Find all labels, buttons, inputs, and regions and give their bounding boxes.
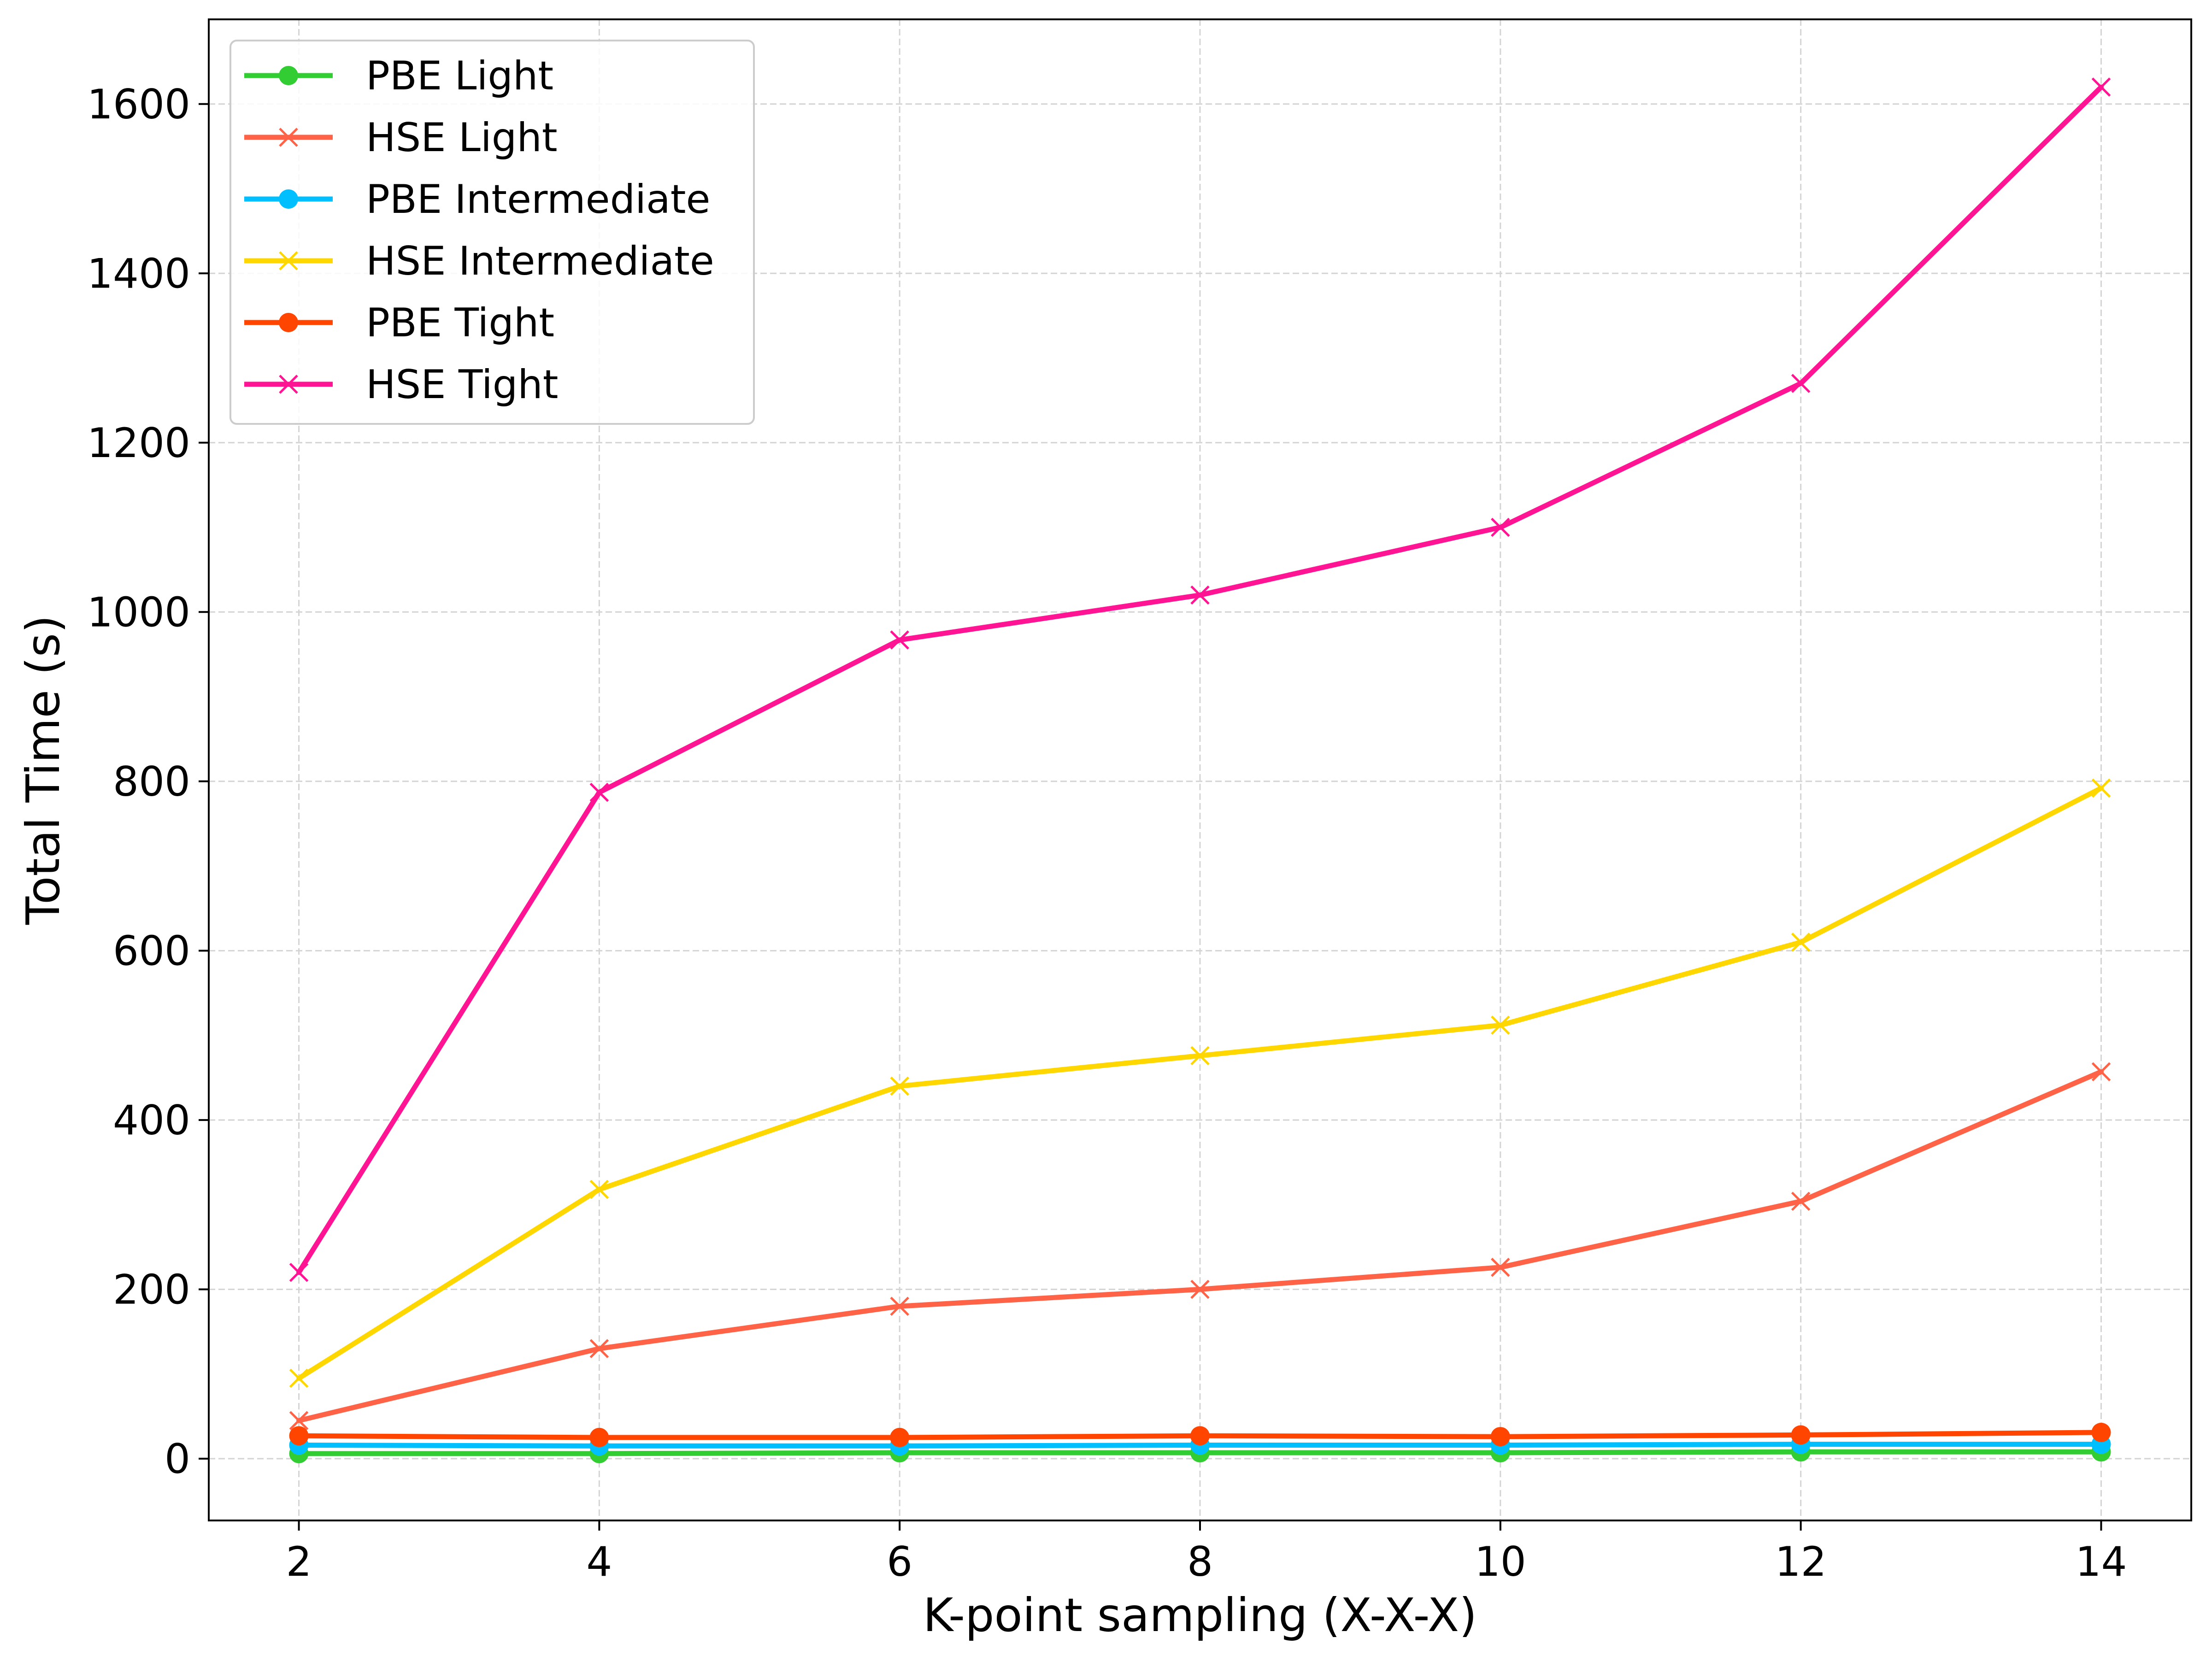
legend-label: PBE Tight — [366, 300, 554, 346]
legend-swatch-marker — [279, 66, 298, 85]
series-hse-light — [289, 1062, 2111, 1430]
data-point-marker — [1791, 1191, 1811, 1211]
legend-swatch-marker — [279, 189, 298, 209]
y-tick-label: 1400 — [87, 250, 190, 297]
data-point-marker — [589, 782, 609, 802]
legend-swatch-marker — [279, 313, 298, 332]
data-point-marker — [1791, 1425, 1811, 1445]
x-axis-title: K-point sampling (X-X-X) — [923, 1588, 1477, 1642]
data-point-marker — [2091, 1422, 2111, 1442]
legend-swatch-marker — [279, 375, 298, 394]
data-point-marker — [890, 1427, 910, 1447]
data-point-marker — [890, 630, 909, 650]
data-point-marker — [2091, 1062, 2111, 1081]
data-point-marker — [1491, 1257, 1510, 1277]
legend: PBE Light HSE Light PBE Intermediate HSE In… — [229, 40, 755, 425]
series-hse-tight — [289, 77, 2111, 1282]
data-point-marker — [1491, 1015, 1510, 1035]
y-tick-label: 0 — [165, 1435, 190, 1483]
x-tick-label: 6 — [887, 1538, 912, 1585]
legend-box — [229, 40, 755, 425]
x-tick-label: 10 — [1475, 1538, 1526, 1585]
data-point-marker — [289, 1368, 309, 1388]
data-point-marker — [1190, 1426, 1210, 1446]
series-layer — [289, 77, 2111, 1463]
x-tick-label: 8 — [1187, 1538, 1213, 1585]
data-point-marker — [589, 1339, 609, 1358]
y-tick-label: 1000 — [87, 588, 190, 636]
legend-swatch-marker — [279, 128, 298, 147]
y-axis-title: Total Time (s) — [16, 615, 70, 925]
data-point-marker — [289, 1262, 309, 1282]
data-point-marker — [1190, 585, 1210, 605]
data-point-marker — [289, 1411, 309, 1430]
data-point-marker — [1491, 517, 1510, 537]
y-tick-label: 1600 — [87, 81, 190, 128]
legend-swatch-marker — [279, 251, 298, 270]
legend-item: PBE Tight — [244, 300, 554, 346]
y-tick-label: 400 — [113, 1097, 190, 1144]
series-hse-intermediate — [289, 778, 2111, 1388]
legend-item: HSE Light — [244, 115, 558, 161]
x-tick-label: 14 — [2075, 1538, 2127, 1585]
y-tick-label: 200 — [113, 1266, 190, 1313]
data-point-marker — [2091, 778, 2111, 798]
data-point-marker — [2091, 77, 2111, 97]
data-point-marker — [289, 1426, 309, 1446]
ticks-layer: 2 4 6 8 10 12 14 0 200 400 600 800 1000 1200 1400 1600 — [87, 81, 2127, 1585]
data-point-marker — [1490, 1427, 1510, 1447]
data-point-marker — [1791, 374, 1811, 393]
data-point-marker — [589, 1180, 609, 1199]
legend-label: PBE Intermediate — [366, 176, 710, 223]
legend-item: PBE Light — [244, 53, 553, 99]
x-tick-label: 12 — [1775, 1538, 1827, 1585]
legend-label: PBE Light — [366, 53, 553, 99]
legend-item: HSE Tight — [244, 362, 559, 408]
legend-label: HSE Tight — [366, 362, 559, 408]
y-tick-label: 600 — [113, 927, 190, 974]
series-pbe-tight — [289, 1422, 2111, 1447]
legend-label: HSE Intermediate — [366, 238, 714, 284]
legend-label: HSE Light — [366, 115, 558, 161]
data-point-marker — [890, 1076, 909, 1096]
y-tick-label: 1200 — [87, 419, 190, 467]
legend-item: PBE Intermediate — [244, 176, 710, 223]
y-tick-label: 800 — [113, 758, 190, 805]
data-point-marker — [1190, 1279, 1210, 1299]
data-point-marker — [1791, 933, 1811, 952]
legend-item: HSE Intermediate — [244, 238, 714, 284]
data-point-marker — [589, 1427, 609, 1447]
x-tick-label: 4 — [586, 1538, 612, 1585]
x-tick-label: 2 — [286, 1538, 312, 1585]
data-point-marker — [890, 1297, 909, 1316]
data-point-marker — [1190, 1046, 1210, 1065]
